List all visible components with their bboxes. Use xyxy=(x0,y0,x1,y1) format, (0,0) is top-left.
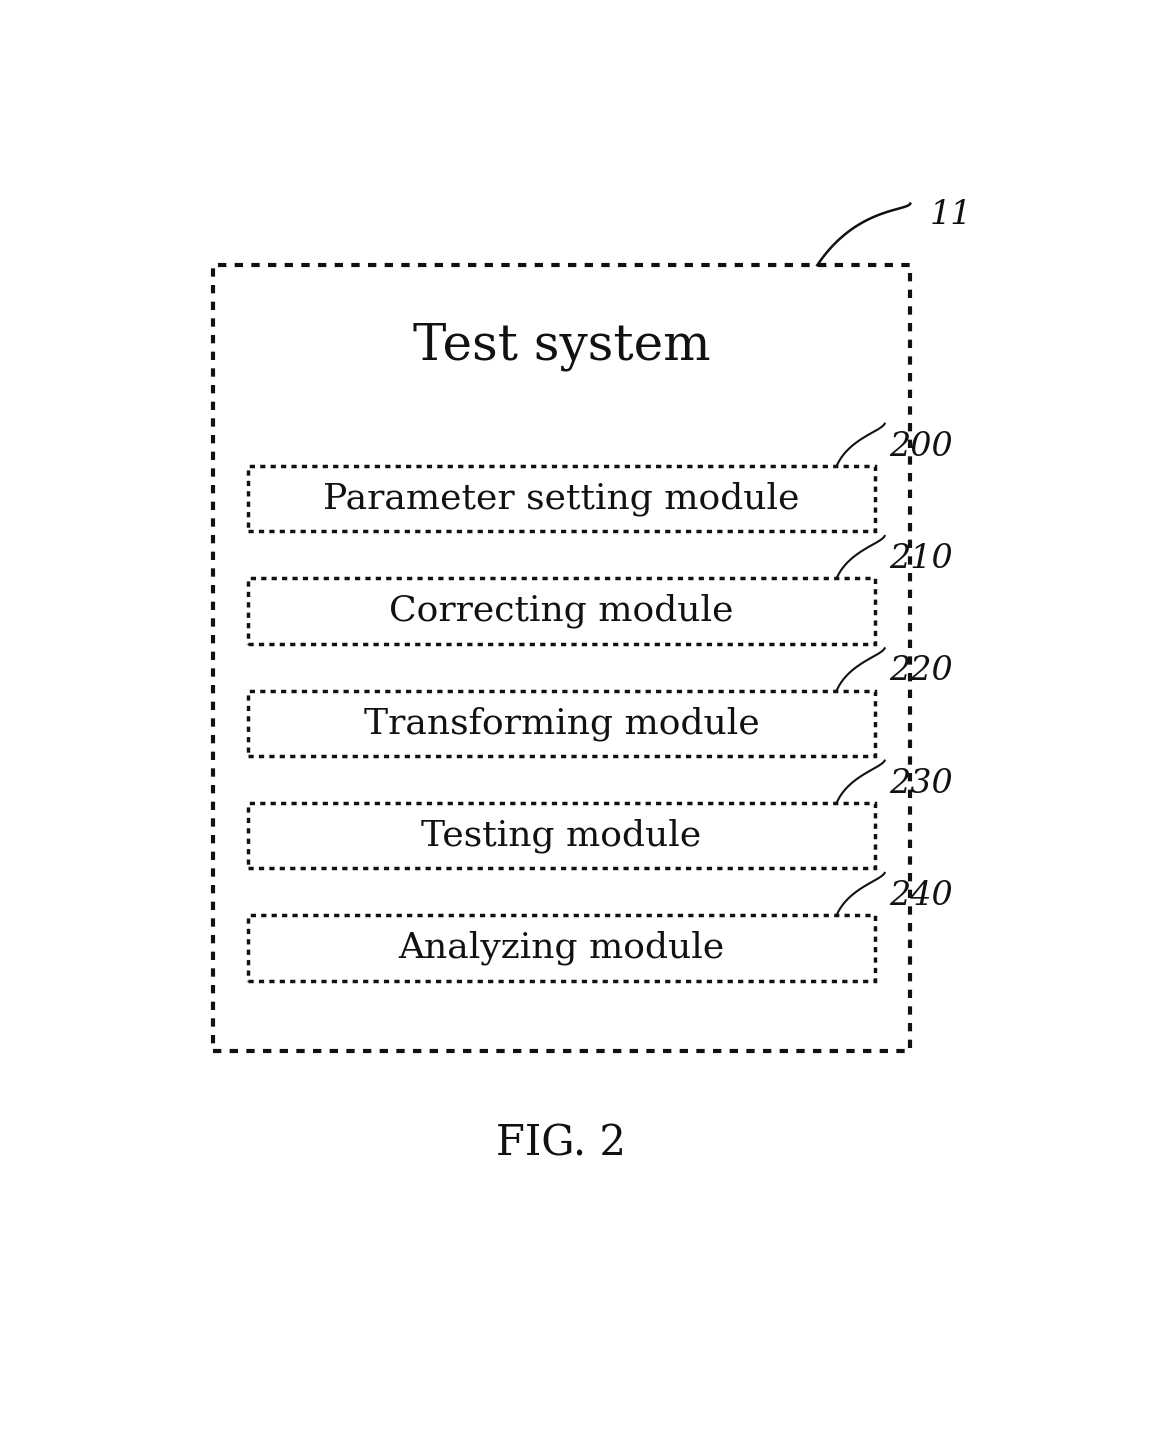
Text: 200: 200 xyxy=(889,431,953,462)
Bar xyxy=(248,467,875,531)
Text: 210: 210 xyxy=(889,543,953,575)
Text: 11: 11 xyxy=(929,199,972,232)
Bar xyxy=(248,804,875,868)
Text: 230: 230 xyxy=(889,768,953,799)
Bar xyxy=(248,916,875,981)
Text: Analyzing module: Analyzing module xyxy=(398,930,725,965)
Bar xyxy=(248,691,875,756)
Text: Test system: Test system xyxy=(412,321,711,370)
Text: Transforming module: Transforming module xyxy=(363,706,759,740)
Text: 240: 240 xyxy=(889,880,953,912)
Text: FIG. 2: FIG. 2 xyxy=(497,1122,626,1164)
Bar xyxy=(213,265,911,1051)
Text: Testing module: Testing module xyxy=(422,818,701,852)
Text: 220: 220 xyxy=(889,655,953,687)
Text: Correcting module: Correcting module xyxy=(389,593,733,628)
Bar xyxy=(248,579,875,644)
Text: Parameter setting module: Parameter setting module xyxy=(323,481,800,516)
